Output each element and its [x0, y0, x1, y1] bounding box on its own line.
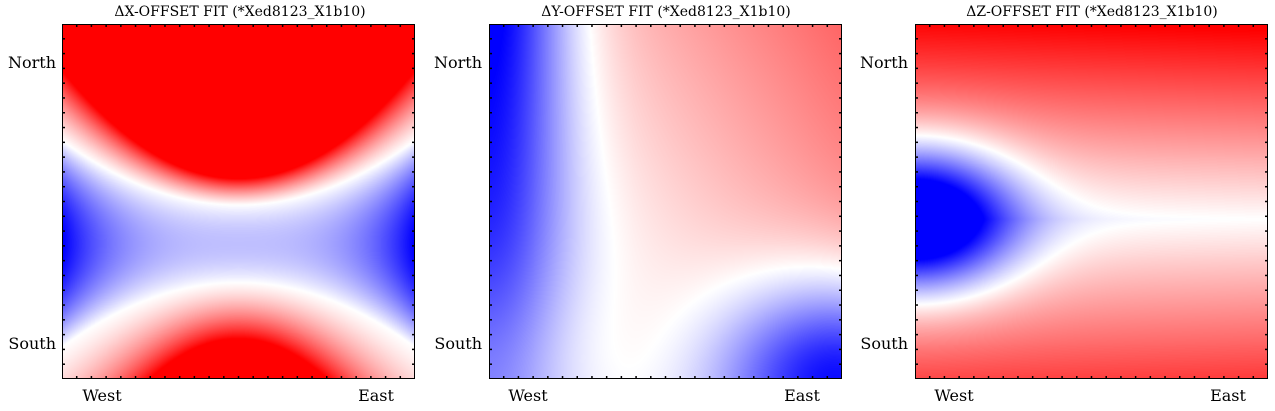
chart-title: ΔY-OFFSET FIT (*Xed8123_X1b10) [541, 4, 791, 20]
heatmap-plot-area [489, 24, 842, 379]
x-tick-label-west: West [508, 386, 548, 405]
heatmap-plot-area [62, 24, 415, 379]
x-tick-label-west: West [934, 386, 974, 405]
heatmap-canvas [916, 25, 1267, 378]
x-tick-label-west: West [82, 386, 122, 405]
y-tick-label-north: North [859, 53, 908, 72]
chart-panel-dx: ΔX-OFFSET FIT (*Xed8123_X1b10) North Sou… [0, 0, 420, 411]
y-tick-label-north: North [7, 53, 56, 72]
heatmap-canvas [490, 25, 841, 378]
x-tick-label-east: East [358, 386, 394, 405]
heatmap-plot-area [915, 24, 1268, 379]
y-tick-label-south: South [860, 334, 908, 353]
heatmap-canvas [63, 25, 414, 378]
x-tick-label-east: East [784, 386, 820, 405]
chart-title: ΔZ-OFFSET FIT (*Xed8123_X1b10) [966, 4, 1218, 20]
chart-panel-dz: ΔZ-OFFSET FIT (*Xed8123_X1b10) North Sou… [852, 0, 1272, 411]
chart-title: ΔX-OFFSET FIT (*Xed8123_X1b10) [114, 4, 366, 20]
y-tick-label-south: South [434, 334, 482, 353]
chart-panel-dy: ΔY-OFFSET FIT (*Xed8123_X1b10) North Sou… [426, 0, 846, 411]
x-tick-label-east: East [1210, 386, 1246, 405]
y-tick-label-north: North [433, 53, 482, 72]
y-tick-label-south: South [8, 334, 56, 353]
